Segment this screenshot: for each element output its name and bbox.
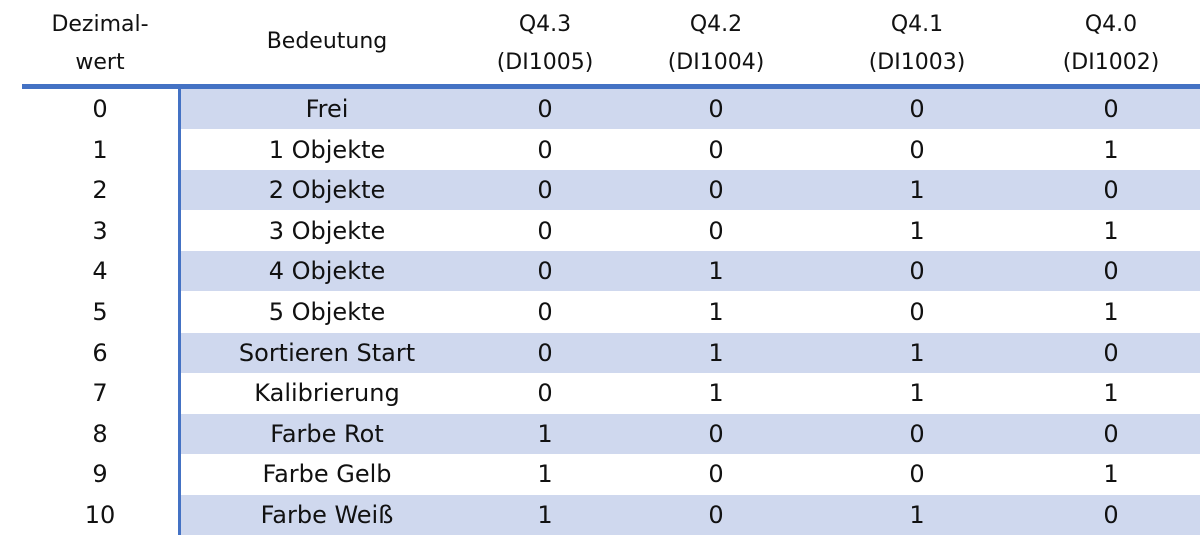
row-band (180, 170, 1200, 211)
value-cell: 0 (1103, 176, 1119, 205)
value-cell: 9 (92, 460, 108, 489)
header-cell: Bedeutung (266, 29, 388, 54)
value-cell: 0 (1103, 419, 1119, 448)
row-band (180, 332, 1200, 373)
value-cell: 2 (92, 176, 108, 205)
value-cell: 1 (909, 216, 925, 245)
column-rule (178, 86, 181, 535)
meaning-cell: 3 Objekte (268, 216, 386, 245)
value-cell: 0 (909, 257, 925, 286)
value-cell: 1 (708, 338, 724, 367)
value-cell: 0 (909, 298, 925, 326)
header-cell: Q4.2 (689, 12, 743, 37)
value-cell: 0 (708, 460, 724, 489)
header-cell: wert (75, 50, 125, 75)
header-cell: (DI1004) (667, 50, 765, 75)
value-cell: 1 (708, 298, 724, 326)
value-cell: 0 (708, 95, 724, 123)
value-cell: 0 (1103, 501, 1119, 529)
value-cell: 0 (1103, 95, 1119, 123)
value-cell: 7 (92, 379, 108, 408)
meaning-cell: Farbe Weiß (260, 501, 394, 529)
value-cell: 0 (708, 176, 724, 205)
meaning-cell: Frei (305, 95, 349, 123)
meaning-cell: 1 Objekte (268, 135, 386, 164)
value-cell: 0 (537, 338, 553, 367)
value-cell: 0 (537, 257, 553, 286)
value-cell: 1 (1103, 135, 1119, 164)
value-cell: 0 (909, 135, 925, 164)
value-cell: 1 (1103, 460, 1119, 489)
value-cell: 0 (537, 176, 553, 205)
value-cell: 1 (537, 501, 553, 529)
value-cell: 0 (708, 419, 724, 448)
value-cell: 0 (909, 460, 925, 489)
value-cell: 1 (1103, 298, 1119, 326)
meaning-cell: Kalibrierung (254, 379, 400, 408)
value-cell: 1 (909, 176, 925, 205)
value-cell: 1 (537, 419, 553, 448)
value-cell: 1 (1103, 216, 1119, 245)
header-cell: Q4.0 (1084, 12, 1138, 37)
value-cell: 0 (537, 379, 553, 408)
meaning-cell: Farbe Gelb (262, 460, 392, 489)
value-cell: 0 (909, 95, 925, 123)
value-cell: 10 (84, 501, 116, 529)
value-cell: 0 (92, 95, 108, 123)
meaning-cell: 5 Objekte (268, 298, 386, 326)
value-cell: 0 (537, 95, 553, 123)
value-cell: 8 (92, 419, 108, 448)
value-cell: 0 (1103, 338, 1119, 367)
value-cell: 4 (92, 257, 108, 286)
value-cell: 1 (909, 501, 925, 529)
value-cell: 1 (92, 135, 108, 164)
header-cell: (DI1005) (496, 50, 594, 75)
value-cell: 6 (92, 338, 108, 367)
value-cell: 0 (708, 135, 724, 164)
value-cell: 1 (708, 379, 724, 408)
header-cell: Dezimal- (51, 12, 149, 37)
header-cell: Q4.3 (518, 12, 572, 37)
meaning-cell: 4 Objekte (268, 257, 386, 286)
row-band (180, 251, 1200, 292)
row-band (180, 89, 1200, 129)
value-cell: 1 (909, 379, 925, 408)
value-cell: 0 (537, 216, 553, 245)
header-rule (22, 84, 1200, 89)
value-cell: 1 (708, 257, 724, 286)
value-cell: 3 (92, 216, 108, 245)
meaning-cell: Sortieren Start (238, 338, 416, 367)
value-cell: 1 (909, 338, 925, 367)
row-band (180, 495, 1200, 535)
row-band (180, 413, 1200, 454)
header-cell: (DI1002) (1062, 50, 1160, 75)
header-cell: Q4.1 (890, 12, 944, 37)
value-cell: 1 (1103, 379, 1119, 408)
header-cell: (DI1003) (868, 50, 966, 75)
value-cell: 0 (708, 216, 724, 245)
value-cell: 0 (708, 501, 724, 529)
value-cell: 5 (92, 298, 108, 326)
value-cell: 0 (537, 298, 553, 326)
value-cell: 0 (909, 419, 925, 448)
value-cell: 1 (537, 460, 553, 489)
value-cell: 0 (537, 135, 553, 164)
meaning-cell: 2 Objekte (268, 176, 386, 205)
value-cell: 0 (1103, 257, 1119, 286)
meaning-cell: Farbe Rot (270, 419, 384, 448)
